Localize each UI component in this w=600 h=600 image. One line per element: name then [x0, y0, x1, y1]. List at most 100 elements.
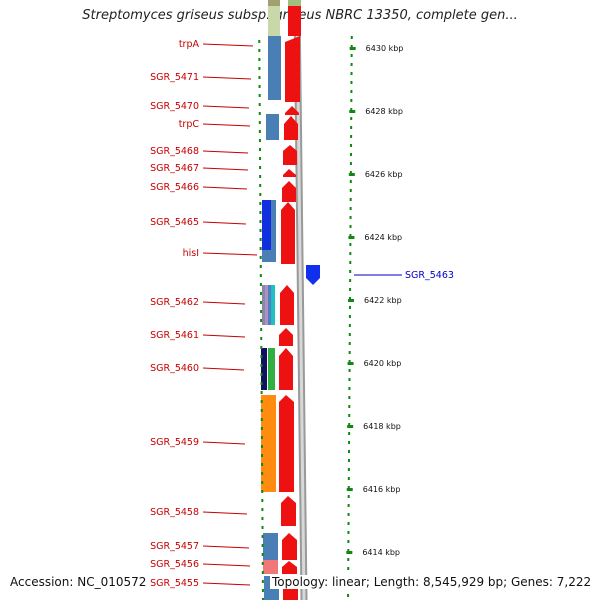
gene-leader-line — [202, 441, 246, 445]
gene-label[interactable]: SGR_5470 — [150, 101, 199, 112]
guide-dot — [350, 90, 353, 93]
guide-dot — [258, 103, 261, 106]
guide-dot — [258, 49, 261, 52]
guide-dot — [350, 126, 353, 129]
gene-label[interactable]: SGR_5459 — [150, 437, 199, 448]
guide-dot — [349, 252, 352, 255]
gene-leader-line — [202, 123, 251, 127]
guide-dot — [259, 220, 262, 223]
gene-label[interactable]: SGR_5458 — [150, 507, 199, 518]
gene-label[interactable]: SGR_5460 — [150, 363, 199, 374]
guide-dot — [349, 171, 352, 174]
gene-label[interactable]: SGR_5466 — [150, 182, 199, 193]
guide-dot — [349, 162, 352, 165]
gene-label[interactable]: SGR_5468 — [150, 146, 199, 157]
guide-dot — [348, 342, 351, 345]
guide-dot — [259, 247, 262, 250]
guide-dot — [350, 81, 353, 84]
guide-dot — [349, 198, 352, 201]
guide-dot — [347, 540, 350, 543]
guide-dot — [350, 108, 353, 111]
gene-label[interactable]: SGR_5457 — [150, 541, 199, 552]
guide-dot — [259, 283, 262, 286]
guide-dot — [258, 67, 261, 70]
guide-dot — [259, 265, 262, 268]
guide-dot — [258, 148, 261, 151]
gene-arrow — [283, 145, 297, 165]
guide-dot — [347, 558, 350, 561]
gene-arrow — [282, 561, 297, 574]
gene-arrow — [280, 285, 294, 325]
guide-dot — [348, 387, 351, 390]
guide-dot — [261, 535, 264, 538]
gene-label[interactable]: trpA — [179, 39, 200, 50]
guide-dot — [261, 481, 264, 484]
genome-summary: Topology: linear; Length: 8,545,929 bp; … — [270, 575, 594, 589]
gene-leader-line — [202, 301, 246, 305]
guide-dot — [260, 409, 263, 412]
guide-dot — [349, 288, 352, 291]
scale-tick-label: 6428 kbp — [365, 107, 403, 116]
scale-tick-label: 6418 kbp — [363, 422, 401, 431]
guide-dot — [261, 454, 264, 457]
gene-arrow-reverse — [306, 265, 320, 285]
guide-dot — [259, 274, 262, 277]
guide-dot — [347, 486, 350, 489]
gene-leader-line — [202, 76, 252, 80]
scale-tick-mark — [347, 425, 354, 428]
gene-label[interactable]: SGR_5467 — [150, 163, 199, 174]
gene-label[interactable]: SGR_5463 — [405, 270, 454, 281]
gene-label[interactable]: SGR_5455 — [150, 578, 199, 589]
guide-dot — [349, 207, 352, 210]
scale-tick-mark — [348, 299, 354, 302]
guide-dot — [259, 211, 262, 214]
guide-dot — [261, 553, 264, 556]
gene-label[interactable]: hisI — [183, 248, 199, 259]
scale-tick-mark — [346, 551, 353, 554]
guide-dot — [349, 180, 352, 183]
guide-dot — [261, 571, 264, 574]
guide-dot — [260, 373, 263, 376]
gene-leader-line — [202, 150, 249, 154]
scale-tick-mark — [349, 110, 356, 113]
guide-dot — [259, 184, 262, 187]
guide-dot — [348, 333, 351, 336]
guide-dot — [261, 517, 264, 520]
guide-dot — [258, 76, 261, 79]
guide-dot — [348, 423, 351, 426]
guide-dot — [350, 72, 353, 75]
gene-leader-line — [202, 221, 247, 225]
guide-dot — [350, 135, 353, 138]
guide-dot — [349, 297, 352, 300]
guide-dot — [348, 441, 351, 444]
guide-dot — [348, 405, 351, 408]
guide-dot — [260, 418, 263, 421]
gene-leader-line — [202, 582, 251, 586]
guide-dot — [347, 477, 350, 480]
gene-label[interactable]: trpC — [179, 119, 200, 130]
guide-dot — [258, 94, 261, 97]
gene-leader-line — [202, 511, 248, 515]
gene-label[interactable]: SGR_5465 — [150, 217, 199, 228]
guide-dot — [259, 238, 262, 241]
gene-leader-line — [202, 545, 250, 549]
guide-dot — [261, 472, 264, 475]
accession-text: Accession: NC_010572 — [8, 575, 149, 589]
guide-dot — [260, 400, 263, 403]
gene-arrow — [281, 202, 295, 250]
scale-tick-label: 6414 kbp — [362, 548, 400, 557]
gene-label[interactable]: SGR_5461 — [150, 330, 199, 341]
guide-dot — [259, 175, 262, 178]
gene-label[interactable]: SGR_5456 — [150, 559, 199, 570]
scale-tick-label: 6430 kbp — [366, 44, 404, 53]
scale-tick-mark — [348, 236, 355, 239]
gene-label[interactable]: SGR_5462 — [150, 297, 199, 308]
guide-dot — [347, 459, 350, 462]
scale-tick-label: 6424 kbp — [364, 233, 402, 242]
guide-dot — [258, 40, 261, 43]
guide-dot — [261, 526, 264, 529]
scale-tick-mark — [346, 488, 353, 491]
guide-dot — [350, 117, 353, 120]
gene-label[interactable]: SGR_5471 — [150, 72, 199, 83]
guide-dot — [261, 499, 264, 502]
